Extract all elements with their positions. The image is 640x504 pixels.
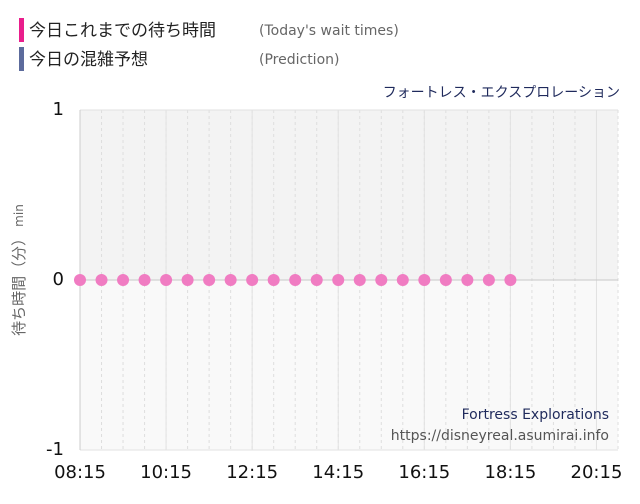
- data-point: [224, 274, 237, 286]
- data-point: [396, 274, 409, 286]
- data-point: [160, 274, 173, 286]
- y-tick-label: -1: [46, 439, 64, 460]
- data-point: [332, 274, 345, 286]
- data-point: [461, 274, 474, 286]
- data-point: [203, 274, 216, 286]
- y-axis-label: 待ち時間（分） min: [10, 204, 28, 336]
- x-tick-label: 16:15: [398, 462, 450, 483]
- data-point: [95, 274, 108, 286]
- legend-swatch: [19, 18, 24, 42]
- data-point: [117, 274, 130, 286]
- source-url: https://disneyreal.asumirai.info: [391, 428, 609, 444]
- data-point: [353, 274, 366, 286]
- y-axis-title: 待ち時間（分）: [10, 231, 28, 336]
- data-point: [74, 274, 86, 286]
- x-tick-label: 08:15: [54, 462, 106, 483]
- legend-swatch: [19, 47, 24, 71]
- plot-bg-lower: [80, 280, 618, 450]
- data-point: [439, 274, 452, 286]
- data-point: [310, 274, 323, 286]
- y-tick-label: 0: [53, 269, 64, 290]
- y-axis-unit: min: [12, 204, 26, 227]
- data-point: [138, 274, 151, 286]
- data-point: [181, 274, 194, 286]
- data-point: [418, 274, 431, 286]
- data-point: [267, 274, 280, 286]
- x-tick-label: 14:15: [312, 462, 364, 483]
- data-point: [482, 274, 495, 286]
- x-tick-label: 12:15: [226, 462, 278, 483]
- data-point: [246, 274, 259, 286]
- data-point: [375, 274, 388, 286]
- y-tick-label: 1: [53, 99, 64, 120]
- x-tick-label: 10:15: [140, 462, 192, 483]
- legend-label: 今日これまでの待ち時間: [29, 21, 216, 41]
- data-point: [289, 274, 302, 286]
- legend-note: (Today's wait times): [259, 23, 399, 39]
- plot-bg-upper: [80, 110, 618, 280]
- legend-note: (Prediction): [259, 52, 339, 68]
- attraction-name: Fortress Explorations: [462, 407, 609, 423]
- legend-label: 今日の混雑予想: [29, 50, 148, 70]
- x-tick-label: 20:15: [571, 462, 623, 483]
- data-point: [504, 274, 517, 286]
- chart-title: フォートレス・エクスプロレーション: [383, 85, 620, 101]
- x-tick-label: 18:15: [484, 462, 536, 483]
